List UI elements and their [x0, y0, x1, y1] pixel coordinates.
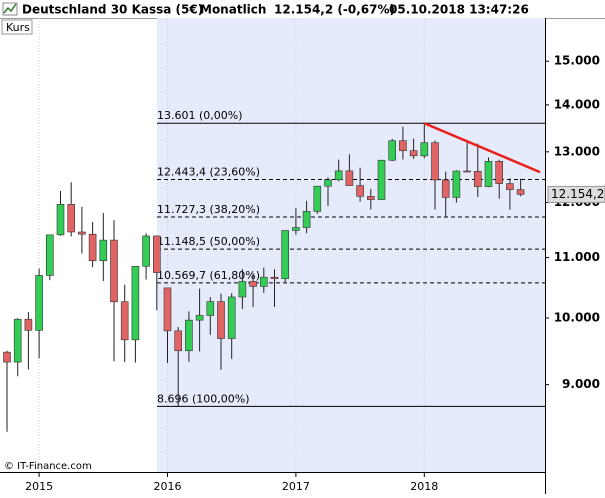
fib-label: 11.148,5 (50,00%): [157, 235, 260, 248]
candle-body: [185, 319, 193, 352]
candle-body: [131, 265, 140, 341]
candle-body: [495, 161, 504, 184]
candle-body: [420, 142, 429, 157]
candle-body: [302, 211, 311, 228]
fib-label: 12.443,4 (23,60%): [157, 166, 260, 179]
candle-body: [292, 227, 300, 231]
y-tick-label: 9.000: [562, 377, 600, 391]
interval: Monatlich: [200, 3, 266, 17]
y-tick-label: 10.000: [554, 310, 600, 324]
x-tick-label: 2018: [410, 480, 438, 493]
quote: 12.154,2 (-0,67%): [274, 3, 395, 17]
candle-body: [484, 161, 493, 187]
candle-body: [35, 275, 43, 331]
candle-body: [270, 276, 279, 279]
y-tick-label: 15.000: [554, 54, 600, 68]
y-tick-label: 11.000: [554, 250, 600, 264]
candle-body: [334, 170, 343, 181]
y-tick-label: 13.000: [554, 144, 600, 158]
x-tick-label: 2015: [25, 480, 53, 493]
candle-body: [313, 185, 322, 212]
candle-body: [13, 318, 22, 363]
fib-label: 13.601 (0,00%): [157, 109, 243, 122]
candle-body: [249, 281, 257, 287]
candle-body: [238, 281, 247, 298]
candle-body: [324, 179, 332, 187]
chart-title: Deutschland 30 Kassa (5€): [22, 3, 203, 17]
candle-body: [452, 170, 461, 198]
trendline: [423, 122, 541, 174]
candle-body: [366, 196, 375, 200]
candle-body: [163, 287, 172, 332]
candle-body: [356, 185, 364, 197]
candle-body: [259, 276, 268, 287]
candle-body: [473, 171, 482, 187]
fib-zone: [157, 18, 545, 472]
candle-body: [67, 204, 75, 233]
candle-body: [345, 170, 354, 186]
candle-body: [441, 179, 450, 198]
candle-body: [463, 170, 471, 173]
candle-body: [281, 230, 290, 279]
candle-body: [227, 296, 236, 339]
candle-body: [99, 239, 108, 262]
fib-label: 11.727,3 (38,20%): [157, 203, 260, 216]
timestamp: 05.10.2018 13:47:26: [389, 3, 529, 17]
series-box: [1, 19, 33, 35]
candle-body: [78, 231, 86, 235]
header-icon: [2, 2, 18, 16]
candle-body: [388, 140, 397, 161]
candle-body: [431, 142, 439, 181]
series-label: Kurs: [6, 21, 30, 34]
candle-body: [399, 140, 407, 151]
candle-body: [88, 233, 97, 262]
candle-body: [3, 351, 11, 363]
candle-body: [506, 183, 514, 190]
candle-body: [206, 301, 215, 316]
candle-body: [56, 204, 65, 236]
plot: 2015 2016 2017 2018 13.601 (0,00%) 12.443,4 (…: [0, 18, 605, 494]
candle-body: [516, 189, 525, 195]
candle-body: [120, 301, 129, 341]
candle-body: [142, 235, 150, 267]
candle-body: [377, 159, 386, 200]
fib-label: 8.696 (100,00%): [157, 392, 250, 405]
last-price-label: 12.154,2: [551, 187, 604, 201]
candle-body: [409, 150, 418, 157]
candle-body: [24, 318, 33, 331]
candle-body: [153, 235, 161, 273]
fib-label: 10.569,7 (61,80%): [157, 269, 260, 282]
candle-body: [174, 330, 182, 352]
candle-body: [45, 234, 54, 276]
y-tick-label: 14.000: [554, 97, 600, 111]
last-price-box: [547, 185, 605, 203]
x-tick-label: 2017: [282, 480, 310, 493]
x-tick-label: 2016: [154, 480, 182, 493]
source: © IT-Finance.com: [4, 461, 92, 472]
candle-body: [195, 315, 204, 321]
candle-body: [110, 239, 118, 303]
candle-body: [217, 301, 225, 339]
